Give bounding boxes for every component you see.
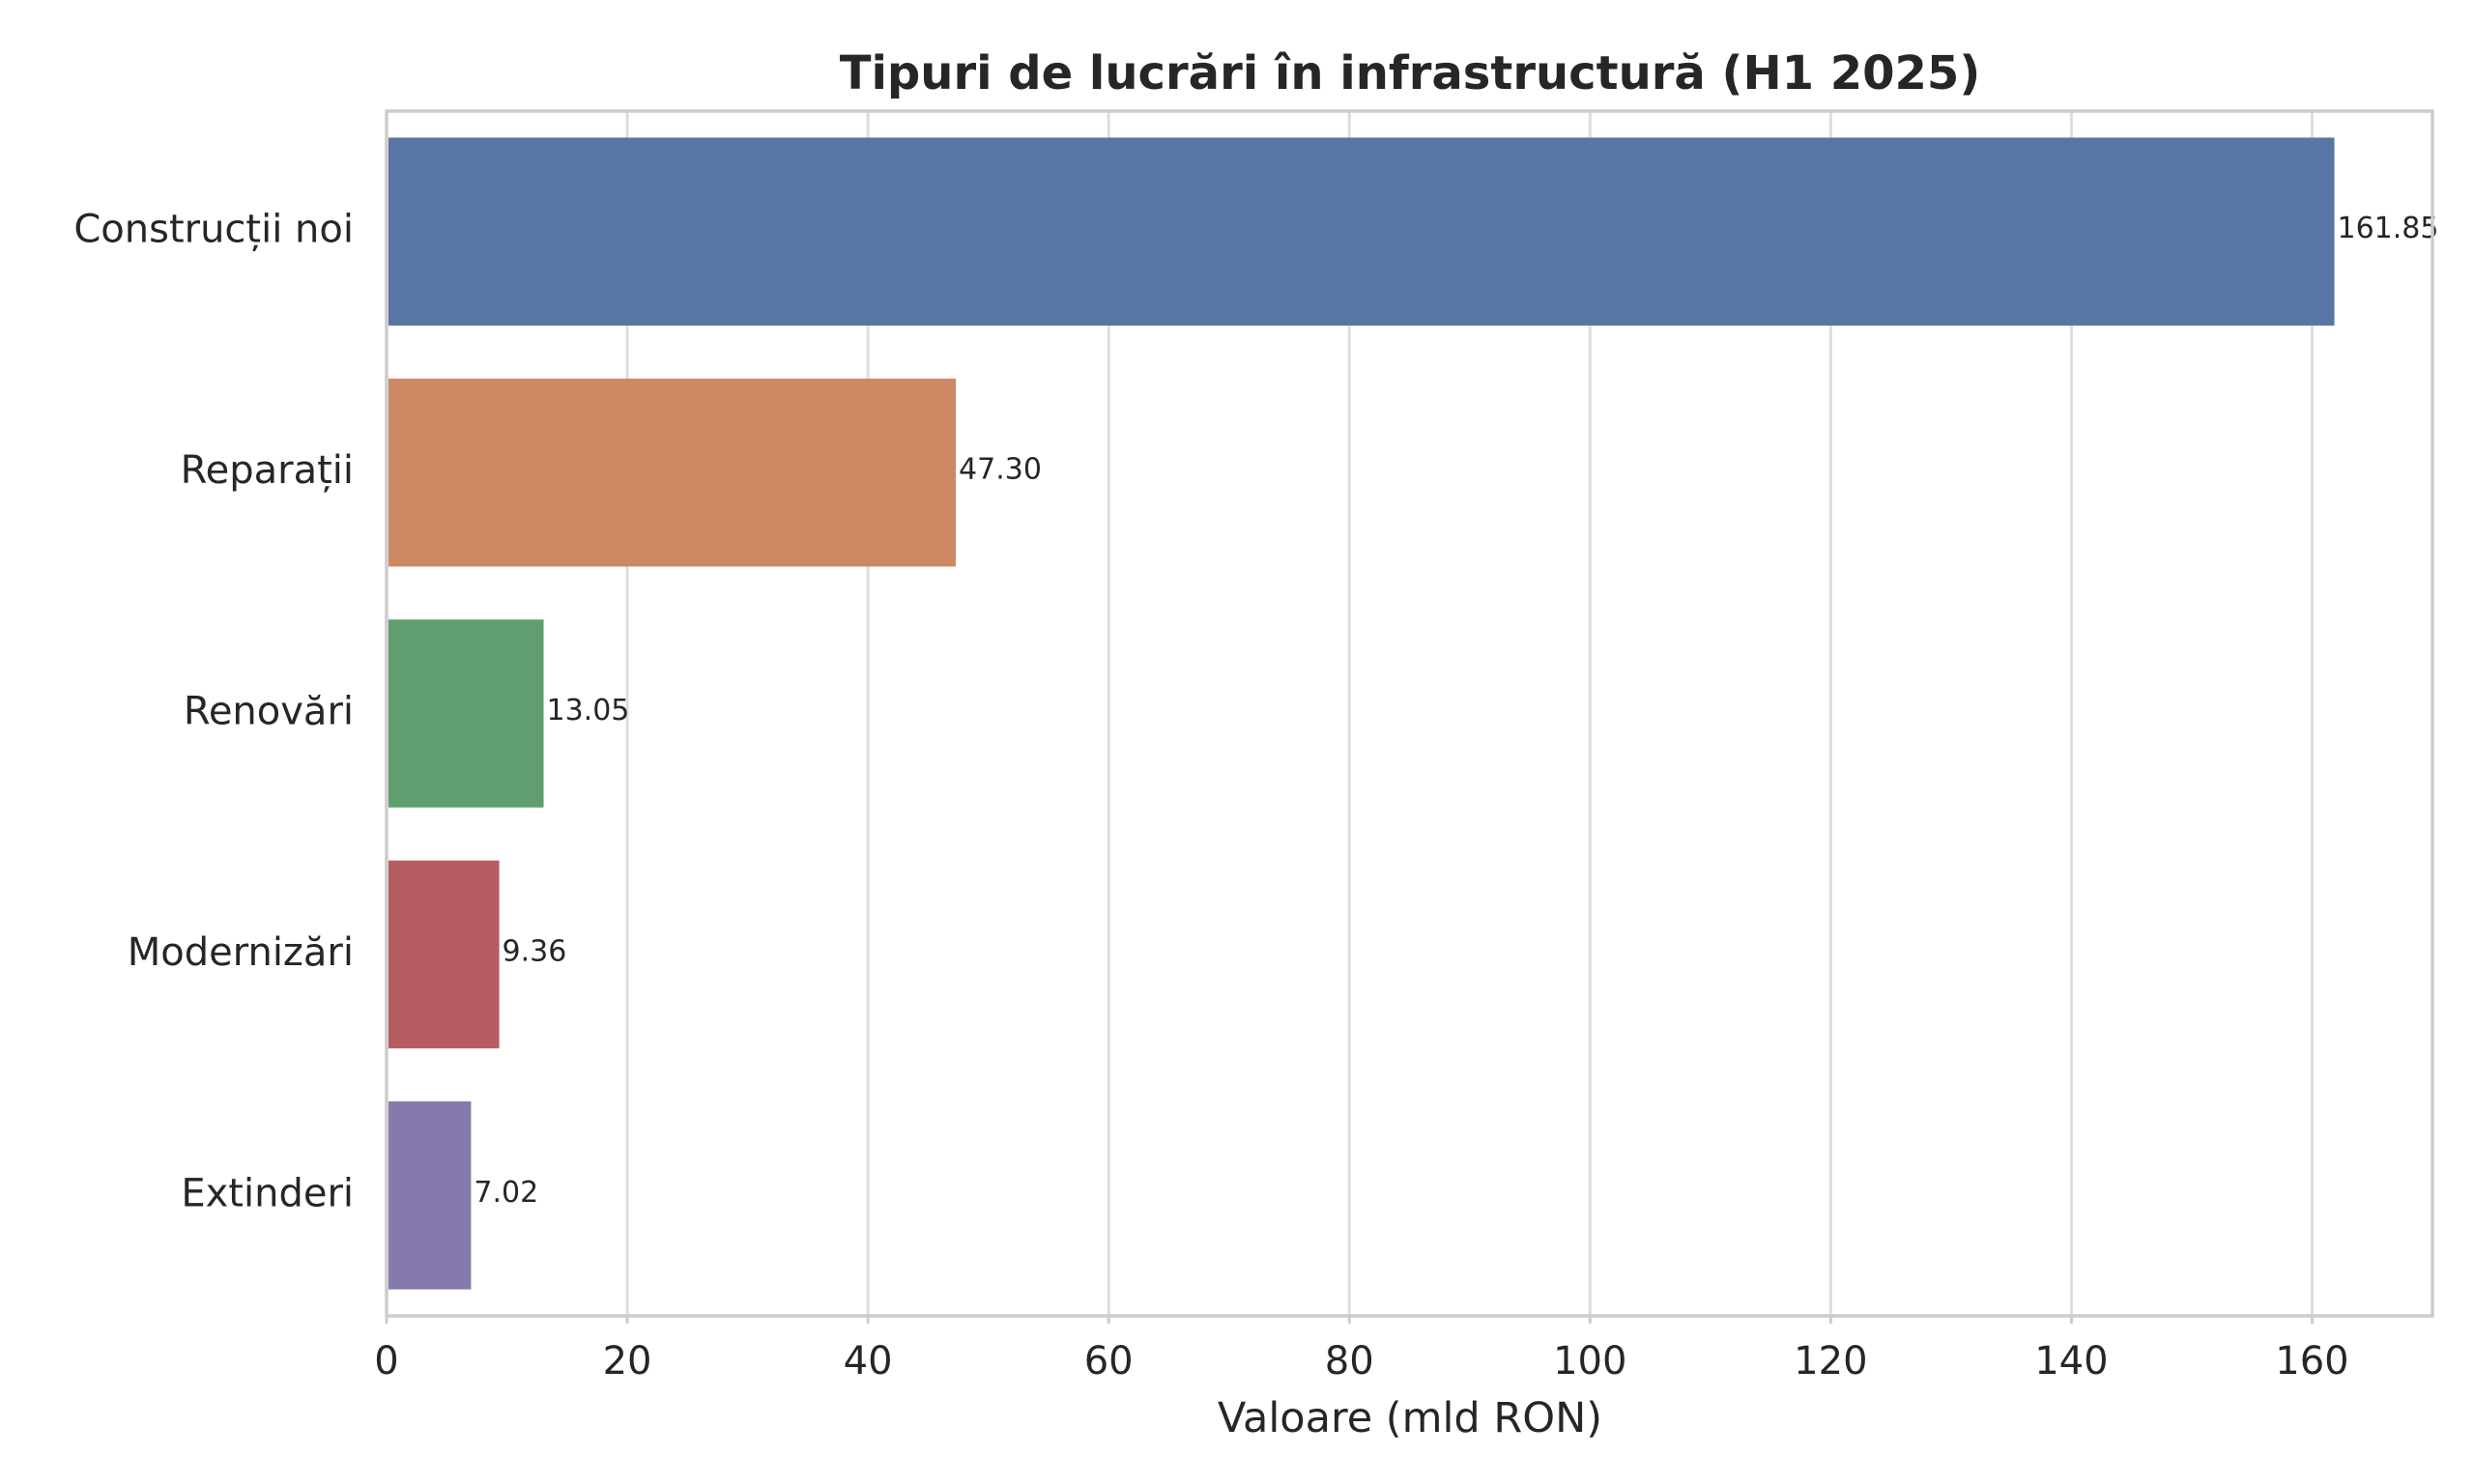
y-tick-label: Extinderi — [181, 1171, 354, 1215]
bar — [388, 619, 544, 808]
y-tick-label: Modernizări — [128, 930, 354, 975]
x-tick-label: 120 — [1794, 1339, 1867, 1384]
x-tick-label: 160 — [2275, 1339, 2348, 1384]
x-tick-label: 40 — [844, 1339, 893, 1384]
value-labels: 161.85 47.30 13.05 9.36 7.02 — [474, 212, 2438, 1210]
x-axis-label: Valoare (mld RON) — [1218, 1394, 1602, 1442]
bars — [388, 137, 2335, 1290]
x-tick-label: 140 — [2034, 1339, 2108, 1384]
bar — [388, 860, 500, 1049]
y-tick-label: Reparații — [181, 448, 354, 493]
x-tick-label: 20 — [603, 1339, 652, 1384]
x-tick-label: 0 — [374, 1339, 398, 1384]
bar — [388, 1101, 472, 1290]
y-tick-label: Construcții noi — [73, 208, 354, 252]
y-tick-label: Renovări — [184, 690, 354, 734]
bar-value-label: 9.36 — [503, 934, 567, 968]
bar — [388, 137, 2335, 326]
x-tick-label: 100 — [1553, 1339, 1626, 1384]
bar-value-label: 7.02 — [474, 1176, 538, 1210]
bar-value-label: 161.85 — [2338, 212, 2439, 245]
plot-frame — [385, 109, 2434, 1318]
x-tick-labels: 0 20 40 60 80 100 120 140 160 — [374, 1316, 2349, 1384]
bar-value-label: 13.05 — [547, 694, 630, 728]
bar — [388, 378, 957, 567]
x-tick-label: 80 — [1325, 1339, 1374, 1384]
y-tick-labels: Construcții noi Reparații Renovări Moderniz… — [73, 208, 354, 1216]
bar-value-label: 47.30 — [959, 453, 1042, 487]
chart-title: Tipuri de lucrări în infrastructură (H1 … — [840, 46, 1981, 100]
x-tick-label: 60 — [1084, 1339, 1134, 1384]
